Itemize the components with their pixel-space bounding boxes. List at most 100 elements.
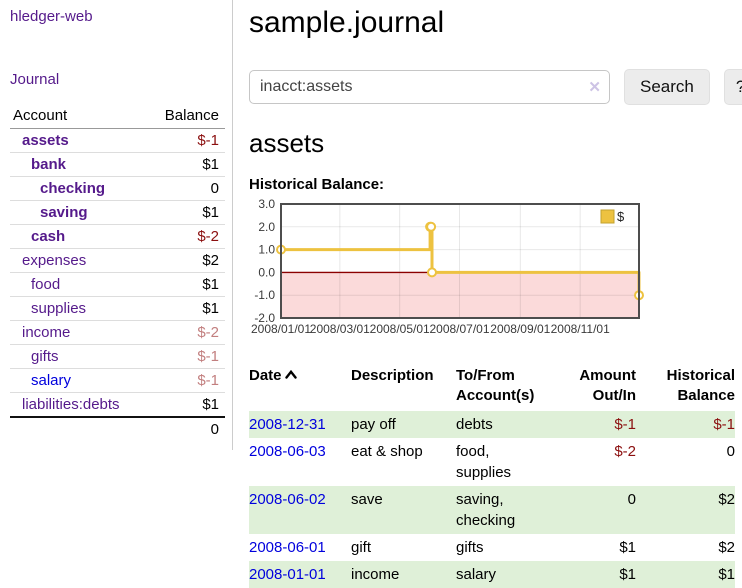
search-button[interactable]: Search [624,69,710,105]
register-header-date-label: Date [249,367,282,384]
transaction-date-link[interactable]: 2008-06-03 [249,438,345,486]
transaction-date-link[interactable]: 2008-06-01 [249,538,326,556]
transaction-date-link[interactable]: 2008-06-02 [249,486,345,534]
account-row: bank $1 [10,152,225,177]
account-balance: $1 [146,392,225,418]
help-button[interactable]: ? [723,69,742,105]
sidebar-item-journal[interactable]: Journal [10,71,60,88]
transaction-balance: $-1 [713,415,735,433]
account-link[interactable]: supplies [31,300,87,317]
account-link[interactable]: cash [31,228,66,245]
transaction-date-link[interactable]: 2008-06-02 [249,490,326,508]
svg-text:1.0: 1.0 [258,243,275,257]
search-input-wrap: ✕ [249,70,610,104]
account-row: expenses $2 [10,248,225,273]
register-header-amount: Amount Out/In [579,367,636,405]
transaction-accounts: debts [456,415,493,433]
register-row: 2008-06-01 gift gifts $1 $2 [249,534,735,561]
account-link[interactable]: expenses [22,252,87,269]
transaction-amount: 0 [627,490,636,508]
account-link[interactable]: checking [40,180,106,197]
account-row: cash $-2 [10,224,225,249]
account-balance: 0 [146,176,225,201]
register-header-description: Description [351,367,434,384]
transaction-accounts: food, supplies [456,442,512,481]
account-row: liabilities:debts $1 [10,392,225,418]
transaction-description: income [351,565,400,583]
account-row: income $-2 [10,320,225,345]
transaction-description: eat & shop [351,442,423,460]
svg-text:2008/01/01: 2008/01/01 [251,322,311,336]
account-link[interactable]: salary [31,372,72,389]
svg-text:-1.0: -1.0 [254,288,275,302]
svg-text:2008/11/01: 2008/11/01 [551,322,610,336]
transaction-date-link[interactable]: 2008-12-31 [249,411,345,438]
transaction-description: pay off [351,415,396,433]
register-header-balance: Historical Balance [666,367,735,405]
account-balance: $-1 [146,344,225,369]
account-balance: $-2 [146,224,225,249]
search-form: ✕ Search ? [249,69,742,105]
accounts-table-header: Account Balance [10,104,225,129]
account-link[interactable]: income [22,324,71,341]
account-link[interactable]: saving [40,204,88,221]
register-table: Date Description To/From Account(s) Amou… [249,364,735,588]
transaction-amount: $-2 [614,442,636,460]
account-balance: $-1 [146,368,225,393]
transaction-date-link[interactable]: 2008-12-31 [249,415,326,433]
account-link[interactable]: liabilities:debts [22,396,120,413]
accounts-total-spacer [10,416,147,441]
account-balance: $1 [146,272,225,297]
transaction-accounts: salary [456,565,497,583]
account-link[interactable]: food [31,276,61,293]
clear-search-icon[interactable]: ✕ [588,79,601,96]
register-header-date[interactable]: Date [249,364,345,411]
transaction-description: save [351,490,383,508]
transaction-balance: $2 [718,490,735,508]
account-link[interactable]: gifts [31,348,59,365]
account-balance: $2 [146,248,225,273]
transaction-date-link[interactable]: 2008-01-01 [249,565,326,583]
accounts-table-body: assets $-1 bank $1 checking 0 saving $1 cash $-2 e… [10,128,225,418]
transaction-amount: $-1 [614,415,636,433]
account-row: checking 0 [10,176,225,201]
chart-title: Historical Balance: [249,176,385,193]
transaction-date-link[interactable]: 2008-06-03 [249,442,326,460]
register-row: 2008-06-03 eat & shop food, supplies $-2 0 [249,438,735,486]
register-header-row: Date Description To/From Account(s) Amou… [249,364,735,411]
account-balance: $-2 [146,320,225,345]
svg-text:0.0: 0.0 [258,265,275,279]
account-balance: $1 [146,152,225,177]
app-brand-link[interactable]: hledger-web [10,8,93,25]
svg-text:2008/09/01: 2008/09/01 [490,322,550,336]
transaction-date-link[interactable]: 2008-06-01 [249,534,345,561]
account-balance: $-1 [146,128,225,153]
account-link[interactable]: assets [22,132,69,149]
search-input[interactable] [249,70,610,104]
sort-ascending-icon [284,369,297,379]
main-content: sample.journal ✕ Search ? assets Histori… [249,0,742,588]
account-link[interactable]: bank [31,156,67,173]
transaction-accounts: saving, checking [456,490,516,529]
account-balance: $1 [146,200,225,225]
account-row: gifts $-1 [10,344,225,369]
sidebar: hledger-web Journal Account Balance asse… [0,0,233,450]
register-row: 2008-06-02 save saving, checking 0 $2 [249,485,735,534]
accounts-total-value: 0 [146,416,225,441]
svg-text:3.0: 3.0 [258,197,275,211]
register-row: 2008-12-31 pay off debts $-1 $-1 [249,410,735,438]
account-row: food $1 [10,272,225,297]
svg-text:2008/07/01: 2008/07/01 [429,322,489,336]
transaction-accounts: gifts [456,538,484,556]
svg-text:-2.0: -2.0 [254,311,275,325]
transaction-description: gift [351,538,372,556]
transaction-balance: $2 [718,538,735,556]
accounts-table: Account Balance assets $-1 bank $1 checking 0… [10,104,225,441]
accounts-header-balance: Balance [146,104,225,129]
account-row: saving $1 [10,200,225,225]
transaction-amount: $1 [619,565,636,583]
transaction-balance: $1 [718,565,735,583]
historical-balance-chart: 3.0 2.0 1.0 0.0 -1.0 -2.0 2008/01/01 2008/03/01… [249,197,735,347]
transaction-date-link[interactable]: 2008-01-01 [249,561,345,588]
svg-text:2008/05/01: 2008/05/01 [370,322,430,336]
